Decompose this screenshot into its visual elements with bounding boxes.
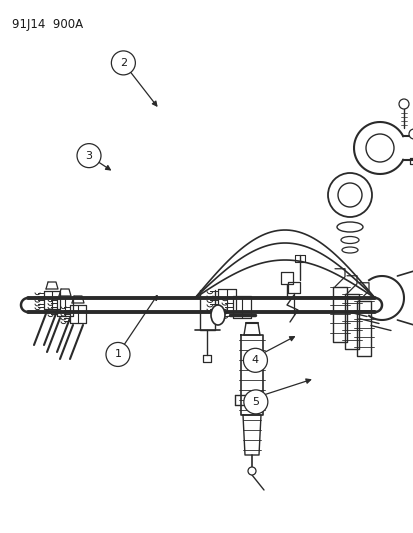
Ellipse shape xyxy=(336,222,362,232)
Circle shape xyxy=(327,173,371,217)
Circle shape xyxy=(111,51,135,75)
Circle shape xyxy=(243,390,267,414)
Ellipse shape xyxy=(340,237,358,244)
Ellipse shape xyxy=(341,247,357,253)
Circle shape xyxy=(365,134,393,162)
Text: 1: 1 xyxy=(114,350,121,359)
Ellipse shape xyxy=(211,305,224,325)
Text: 2: 2 xyxy=(119,58,127,68)
Text: 5: 5 xyxy=(252,397,259,407)
Circle shape xyxy=(398,99,408,109)
Text: 91J14  900A: 91J14 900A xyxy=(12,18,83,31)
Text: 4: 4 xyxy=(251,356,259,365)
Text: 3: 3 xyxy=(85,151,92,160)
Circle shape xyxy=(106,342,130,367)
Circle shape xyxy=(337,183,361,207)
Circle shape xyxy=(243,348,267,373)
Circle shape xyxy=(247,467,255,475)
Circle shape xyxy=(408,129,413,139)
Circle shape xyxy=(77,143,101,168)
